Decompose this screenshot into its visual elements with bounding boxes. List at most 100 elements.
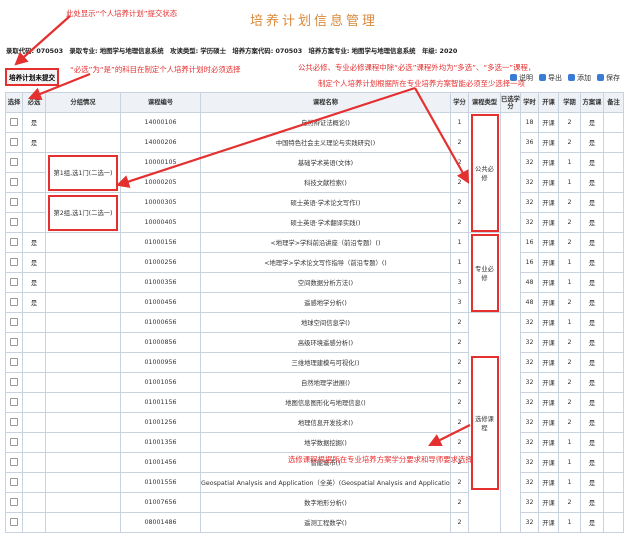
toolbar-button[interactable]: 保存 xyxy=(597,73,620,83)
course-row: 01000956 三维地理建模与可视化() 2 32 开课 2 是 xyxy=(5,352,624,373)
required-cell xyxy=(22,392,46,413)
required-cell xyxy=(22,312,46,333)
status-button[interactable]: 培养计划未提交 xyxy=(5,68,60,86)
open-cell: 开课 xyxy=(538,312,559,333)
select-cell xyxy=(5,372,23,393)
code-cell: 01000456 xyxy=(120,292,201,313)
name-cell: Geospatial Analysis and Application（全英）(… xyxy=(200,472,451,493)
remark-cell xyxy=(603,132,624,153)
checkbox[interactable] xyxy=(10,437,18,446)
checkbox[interactable] xyxy=(10,477,18,486)
group-cell xyxy=(45,312,121,333)
term-cell: 2 xyxy=(558,132,581,153)
credits-cell: 2 xyxy=(450,312,469,333)
credits-cell: 2 xyxy=(450,432,469,453)
required-cell: 是 xyxy=(22,232,46,253)
checkbox[interactable] xyxy=(10,297,18,306)
plan-cell: 是 xyxy=(580,252,604,273)
checkbox[interactable] xyxy=(10,257,18,266)
column-header: 课程编号 xyxy=(120,92,201,113)
column-header: 学分 xyxy=(450,92,469,113)
select-cell xyxy=(5,312,23,333)
open-cell: 开课 xyxy=(538,192,559,213)
hours-cell: 48 xyxy=(520,292,539,313)
group-cell xyxy=(45,392,121,413)
remark-cell xyxy=(603,372,624,393)
checkbox[interactable] xyxy=(10,357,18,366)
required-cell: 是 xyxy=(22,292,46,313)
checkbox[interactable] xyxy=(10,397,18,406)
hours-cell: 32 xyxy=(520,492,539,513)
credits-cell: 1 xyxy=(450,112,469,133)
plan-cell: 是 xyxy=(580,152,604,173)
course-row: 10000405 硕士英语·学术翻译实践() 2 32 开课 2 是 xyxy=(5,212,624,233)
code-cell: 01000356 xyxy=(120,272,201,293)
open-cell: 开课 xyxy=(538,512,559,533)
select-cell xyxy=(5,492,23,513)
checkbox[interactable] xyxy=(10,117,18,126)
checkbox[interactable] xyxy=(10,497,18,506)
hours-cell: 16 xyxy=(520,232,539,253)
credits-cell: 2 xyxy=(450,472,469,493)
group-cell: 第1组,选1门(二选一) xyxy=(45,152,121,193)
remark-cell xyxy=(603,512,624,533)
checkbox[interactable] xyxy=(10,317,18,326)
name-cell: 自然地理学进展() xyxy=(200,372,451,393)
checkbox[interactable] xyxy=(10,277,18,286)
term-cell: 1 xyxy=(558,152,581,173)
remark-cell xyxy=(603,312,624,333)
course-row: 01001456 智能城市() 2 32 开课 1 是 xyxy=(5,452,624,473)
code-cell: 01001256 xyxy=(120,412,201,433)
open-cell: 开课 xyxy=(538,232,559,253)
remark-cell xyxy=(603,472,624,493)
name-cell: 空间数据分析方法() xyxy=(200,272,451,293)
code-cell: 01000656 xyxy=(120,312,201,333)
hours-cell: 32 xyxy=(520,172,539,193)
term-cell: 1 xyxy=(558,172,581,193)
checkbox[interactable] xyxy=(10,337,18,346)
course-row: 01001056 自然地理学进展() 2 32 开课 2 是 xyxy=(5,372,624,393)
checkbox[interactable] xyxy=(10,237,18,246)
group-cell xyxy=(45,472,121,493)
group-cell: 第2组,选1门(二选一) xyxy=(45,192,121,233)
checkbox[interactable] xyxy=(10,417,18,426)
plan-cell: 是 xyxy=(580,492,604,513)
open-cell: 开课 xyxy=(538,112,559,133)
plan-cell: 是 xyxy=(580,512,604,533)
checkbox[interactable] xyxy=(10,457,18,466)
checkbox[interactable] xyxy=(10,137,18,146)
page-title: 培养计划信息管理 xyxy=(249,14,378,29)
toolbar-button[interactable]: 说明 xyxy=(510,73,533,83)
open-cell: 开课 xyxy=(538,412,559,433)
open-cell: 开课 xyxy=(538,472,559,493)
term-cell: 2 xyxy=(558,212,581,233)
toolbar-button[interactable]: 导出 xyxy=(539,73,562,83)
checkbox[interactable] xyxy=(10,157,18,166)
credits-cell: 2 xyxy=(450,452,469,473)
credits-cell: 2 xyxy=(450,192,469,213)
hours-cell: 32 xyxy=(520,392,539,413)
course-row: 01001156 地图信息图形化与地理信息() 2 32 开课 2 是 xyxy=(5,392,624,413)
checkbox[interactable] xyxy=(10,177,18,186)
toolbar-button[interactable]: 添加 xyxy=(568,73,591,83)
group-cell xyxy=(45,292,121,313)
code-cell: 01007656 xyxy=(120,492,201,513)
checkbox[interactable] xyxy=(10,517,18,526)
name-cell: 中国特色社会主义理论与实践研究() xyxy=(200,132,451,153)
name-cell: 硕士英语·学术论文写作() xyxy=(200,192,451,213)
checkbox[interactable] xyxy=(10,377,18,386)
open-cell: 开课 xyxy=(538,212,559,233)
open-cell: 开课 xyxy=(538,132,559,153)
course-row: 是 01000356 空间数据分析方法() 3 48 开课 1 是 xyxy=(5,272,624,293)
open-cell: 开课 xyxy=(538,392,559,413)
required-cell xyxy=(22,152,46,173)
column-header: 选择 xyxy=(5,92,23,113)
term-cell: 2 xyxy=(558,412,581,433)
term-cell: 1 xyxy=(558,512,581,533)
plan-cell: 是 xyxy=(580,392,604,413)
remark-cell xyxy=(603,292,624,313)
checkbox[interactable] xyxy=(10,197,18,206)
term-cell: 2 xyxy=(558,372,581,393)
checkbox[interactable] xyxy=(10,217,18,226)
